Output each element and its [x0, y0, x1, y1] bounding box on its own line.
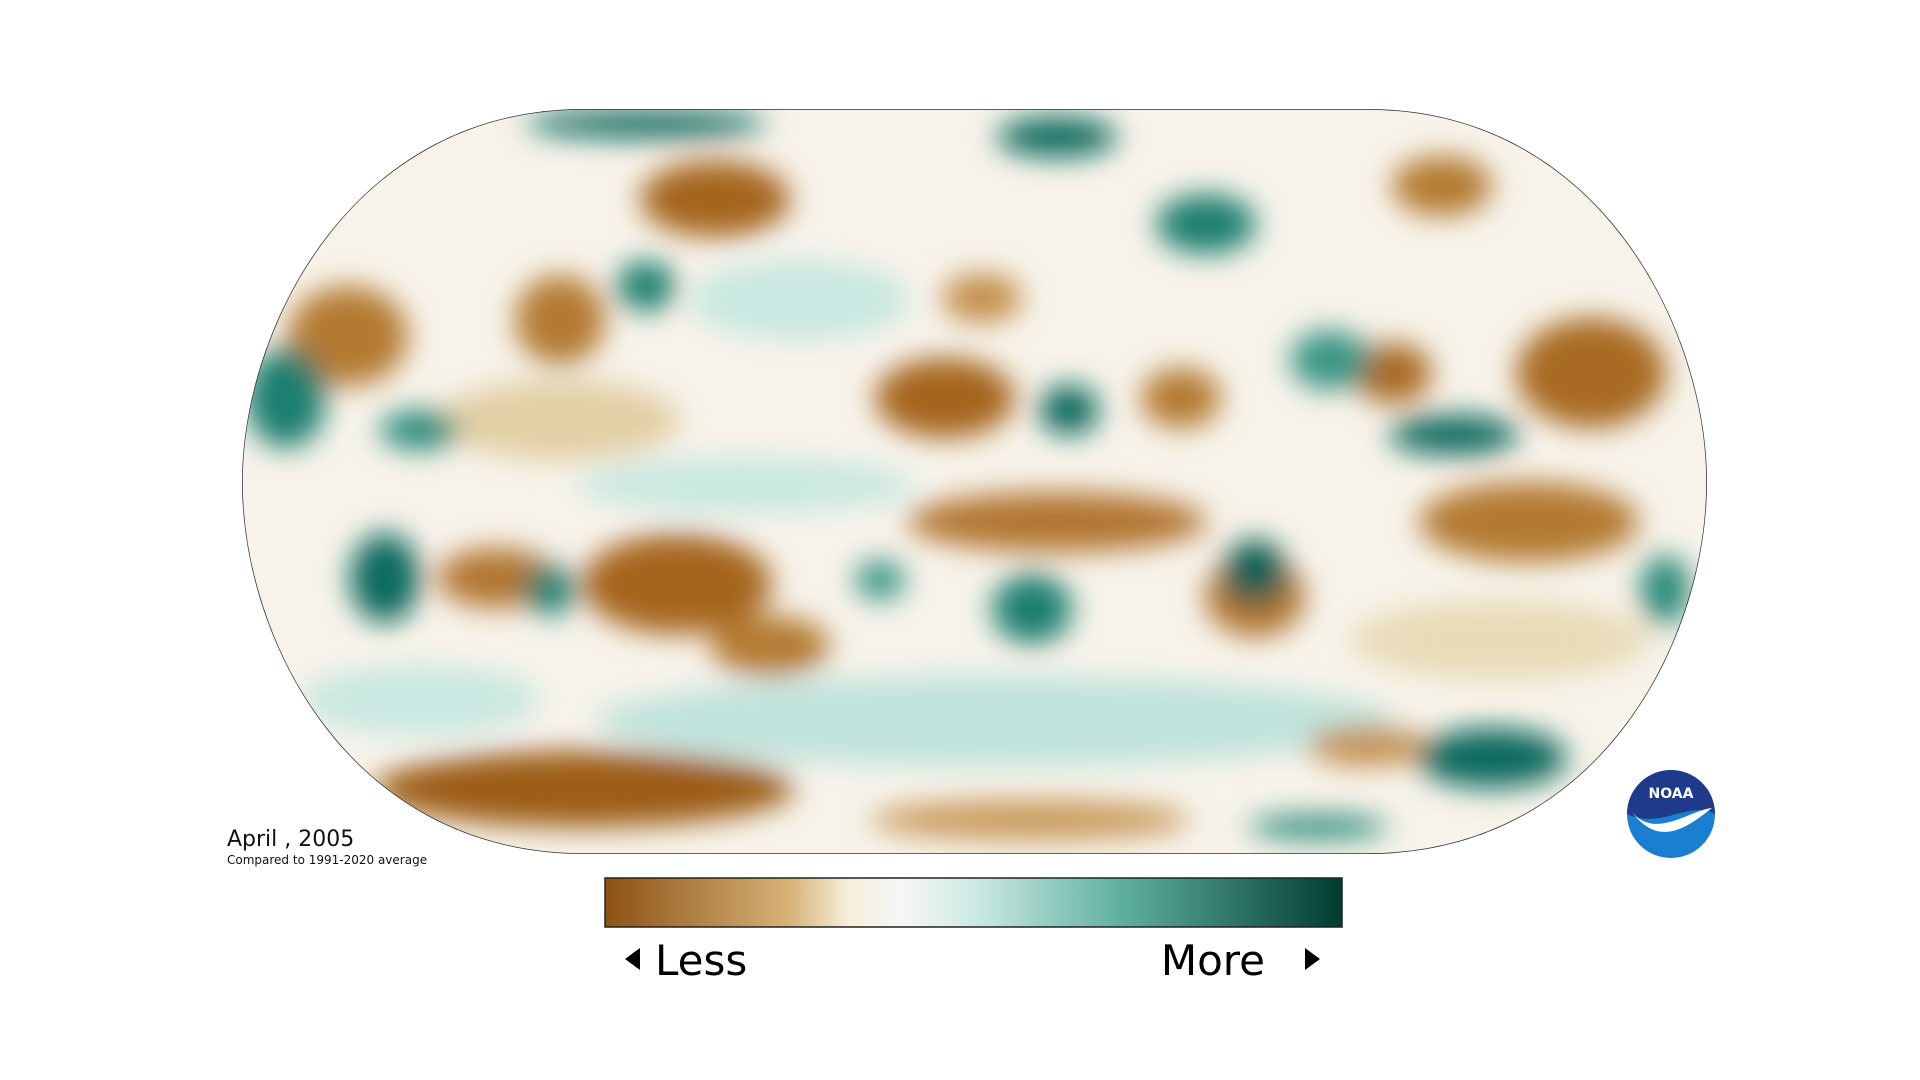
map-outline	[242, 109, 1707, 854]
baseline-note: Compared to 1991-2020 average	[227, 853, 427, 867]
legend-less: Less	[655, 936, 747, 985]
noaa-logo: NOAA	[1627, 770, 1715, 858]
less-arrow	[625, 948, 640, 970]
precipitation-anomaly-map	[242, 109, 1707, 854]
color-bar	[604, 877, 1343, 928]
color-legend: Less More	[604, 877, 1343, 985]
more-arrow	[1305, 948, 1320, 970]
anomaly-fields	[246, 110, 1690, 840]
date-label: April , 2005	[227, 827, 354, 852]
legend-more: More	[1161, 936, 1265, 985]
logo-text: NOAA	[1649, 786, 1694, 802]
